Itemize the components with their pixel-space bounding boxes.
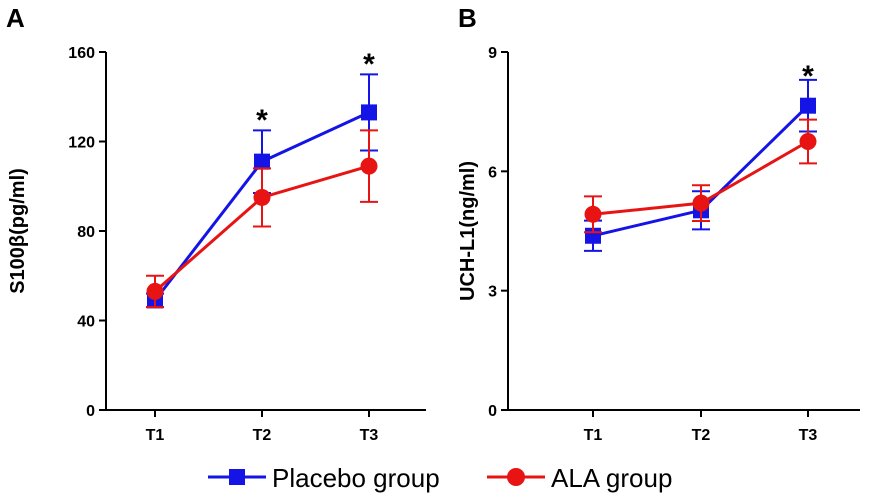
axes-a: 0 40 80 120 160 T1 T2 T3 (68, 45, 426, 444)
y-tick-label-b: 6 (488, 164, 497, 181)
data-point-ala-b (799, 133, 817, 150)
y-tick-label-a: 120 (68, 135, 95, 152)
y-tick-label-b: 9 (488, 45, 497, 62)
data-point-ala-b (584, 205, 602, 223)
data-point-ala-a (253, 188, 271, 206)
panel-label-b: B (458, 3, 477, 33)
legend-label-ala: ALA group (551, 463, 672, 493)
x-tick-label-b: T3 (799, 427, 818, 444)
legend: Placebo group ALA group (208, 463, 672, 493)
significance-star-a: * (256, 104, 268, 137)
marks-b: * (584, 60, 817, 252)
y-tick-label-b: 0 (488, 403, 497, 420)
x-tick-label-b: T1 (584, 427, 603, 444)
panel-label-a: A (6, 3, 25, 33)
y-axis-label-b: UCH-L1(ng/ml) (457, 161, 479, 301)
data-point-placebo-b (800, 97, 816, 114)
x-tick-label-a: T3 (360, 427, 379, 444)
y-tick-label-a: 40 (77, 314, 95, 331)
y-tick-label-a: 0 (86, 403, 95, 420)
legend-item-ala: ALA group (487, 463, 672, 493)
y-tick-label-a: 80 (77, 224, 95, 241)
legend-item-placebo: Placebo group (208, 463, 440, 493)
x-tick-label-a: T2 (253, 427, 272, 444)
marks-a: ** (146, 48, 378, 309)
y-tick-label-a: 160 (68, 45, 95, 62)
x-tick-label-b: T2 (692, 427, 711, 444)
significance-star-b: * (802, 60, 814, 93)
panel-b: B UCH-L1(ng/ml) 0 3 6 9 T1 T2 T3 * (457, 3, 860, 444)
legend-marker-ala (507, 468, 525, 486)
axes-b: 0 3 6 9 T1 T2 T3 (488, 45, 860, 444)
y-axis-label-a: S100β(pg/ml) (7, 168, 29, 294)
significance-star-a: * (363, 48, 375, 81)
legend-marker-placebo (229, 469, 245, 485)
legend-label-placebo: Placebo group (272, 463, 440, 493)
x-tick-label-a: T1 (146, 427, 165, 444)
y-tick-label-b: 3 (488, 284, 497, 301)
data-point-ala-a (146, 282, 164, 300)
data-point-ala-b (692, 194, 710, 212)
data-point-ala-a (360, 157, 378, 175)
data-point-placebo-a (361, 104, 377, 121)
data-point-placebo-a (254, 153, 270, 170)
